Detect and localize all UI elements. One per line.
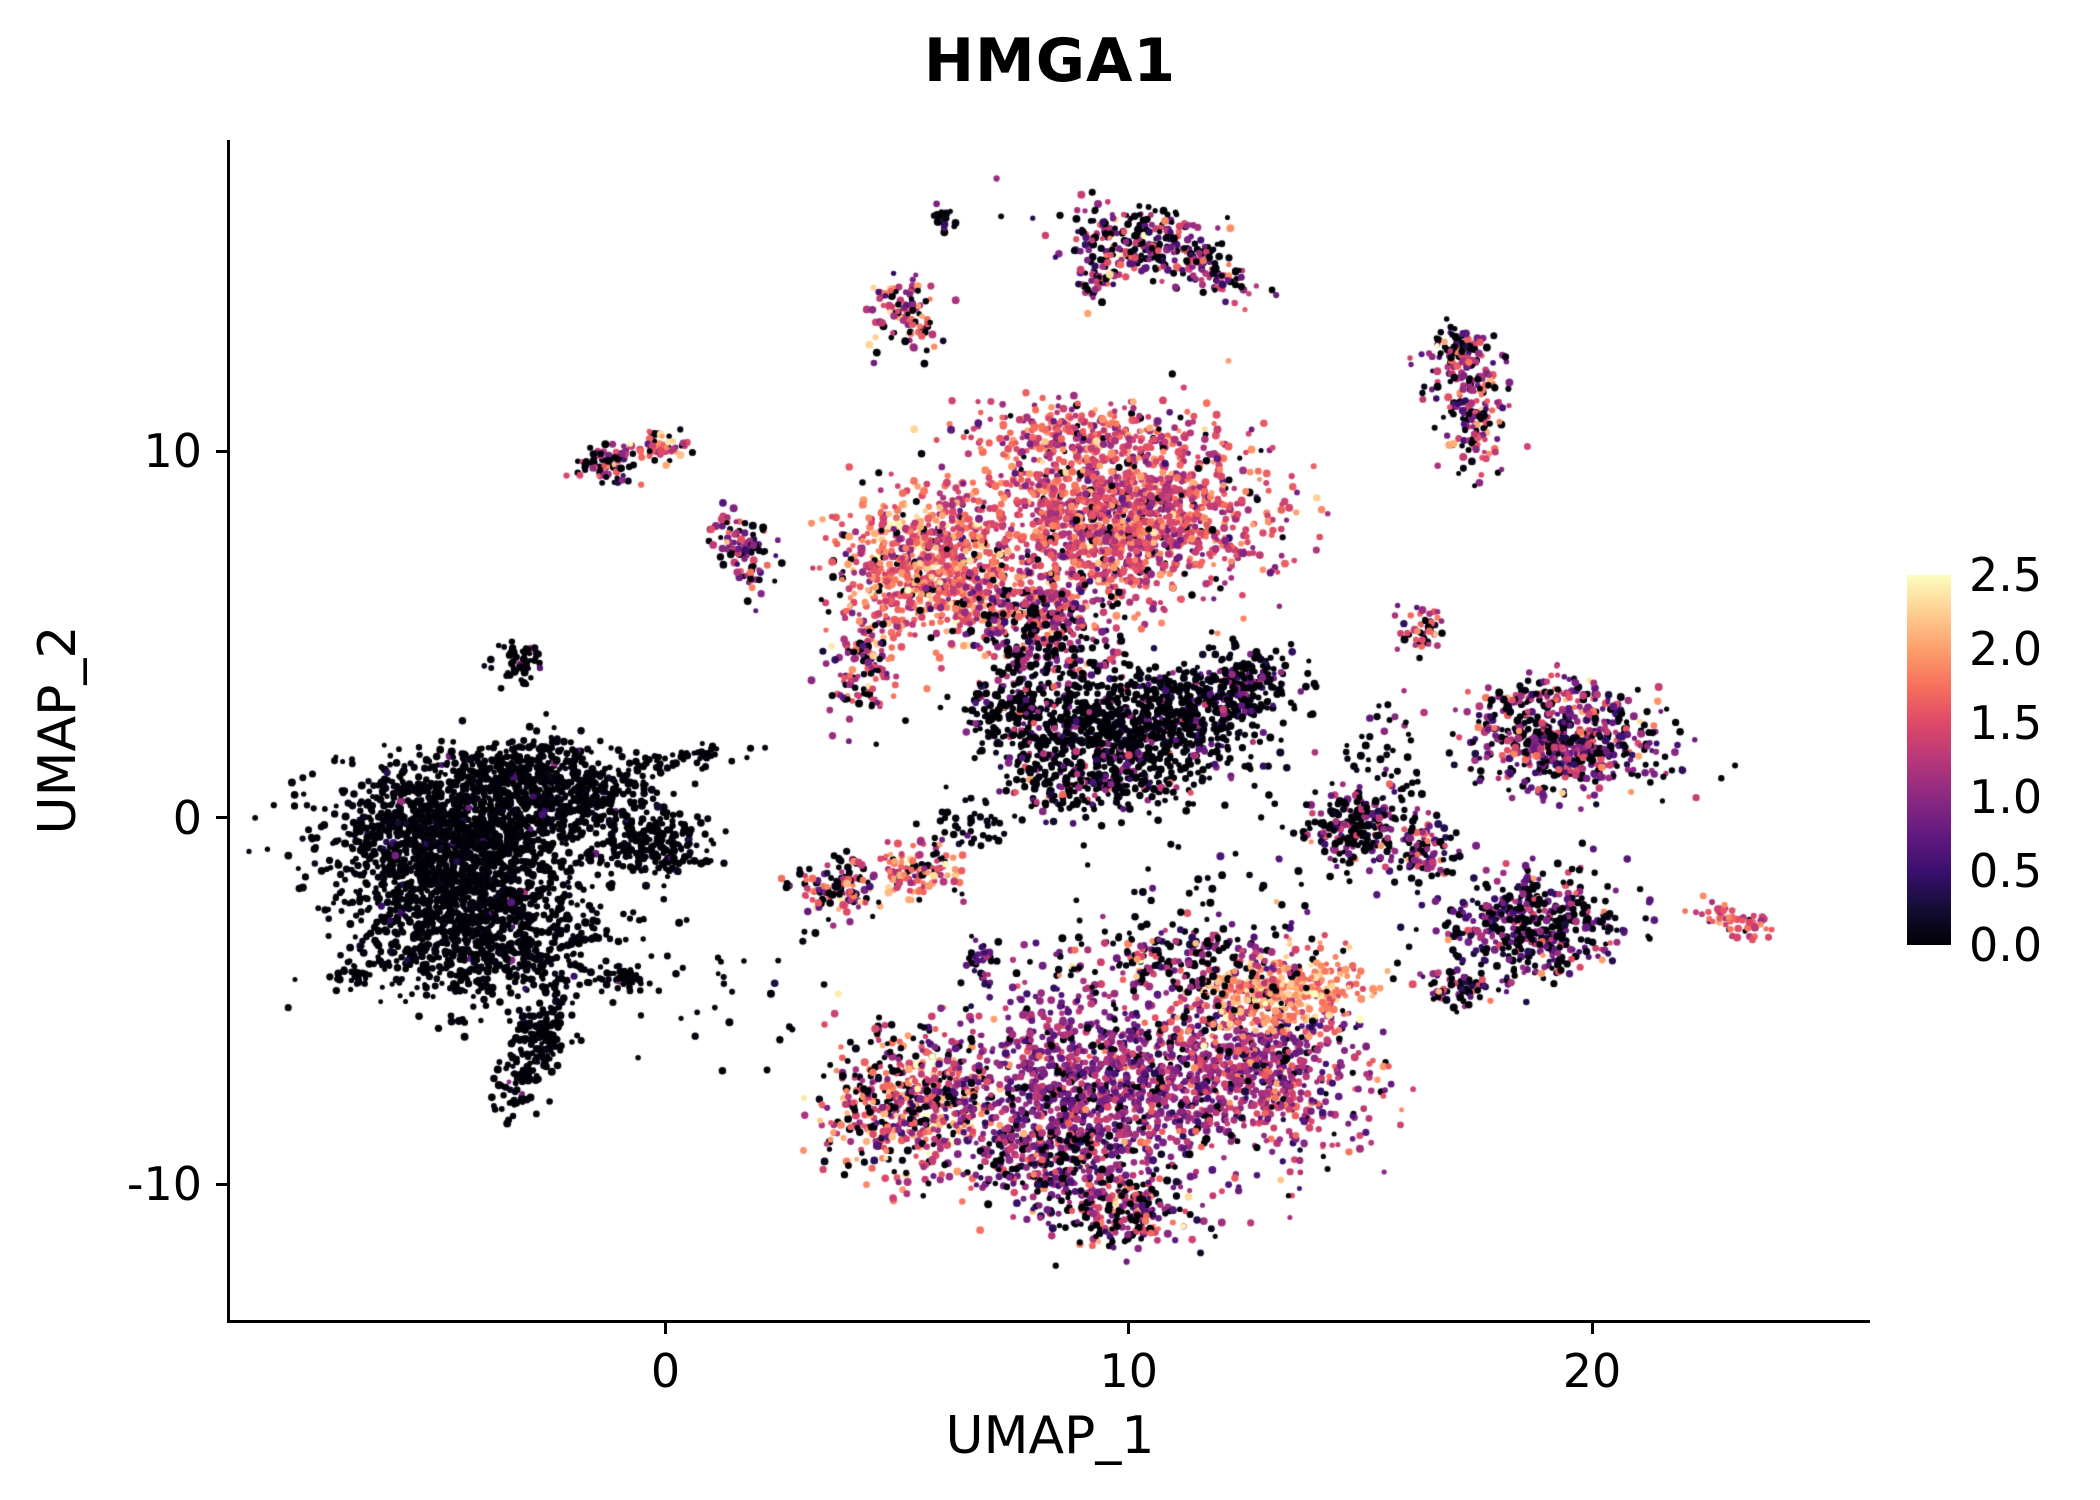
y-axis-tick-label: -10: [126, 1157, 202, 1212]
colorbar-tick-label: 0.5: [1969, 844, 2043, 898]
colorbar-tick-label: 2.5: [1969, 548, 2043, 602]
plot-title: HMGA1: [923, 26, 1177, 96]
plot-panel: [227, 140, 1870, 1323]
x-axis-tick-label: 0: [650, 1344, 681, 1398]
colorbar-tick-label: 1.5: [1969, 696, 2043, 750]
colorbar-gradient: [1907, 575, 1951, 945]
x-axis-tick-label: 10: [1099, 1344, 1159, 1398]
colorbar-tick-label: 1.0: [1969, 770, 2043, 824]
y-axis-tick-label: 10: [143, 424, 202, 479]
y-axis-tick-label: 0: [172, 790, 202, 845]
x-axis-title: UMAP_1: [945, 1406, 1155, 1466]
colorbar-tick-label: 0.0: [1969, 918, 2043, 972]
x-axis-tick-label: 20: [1562, 1344, 1622, 1398]
colorbar-tick-label: 2.0: [1969, 622, 2043, 676]
umap-scatter-canvas: [230, 140, 1870, 1320]
y-axis-title: UMAP_2: [28, 625, 88, 835]
